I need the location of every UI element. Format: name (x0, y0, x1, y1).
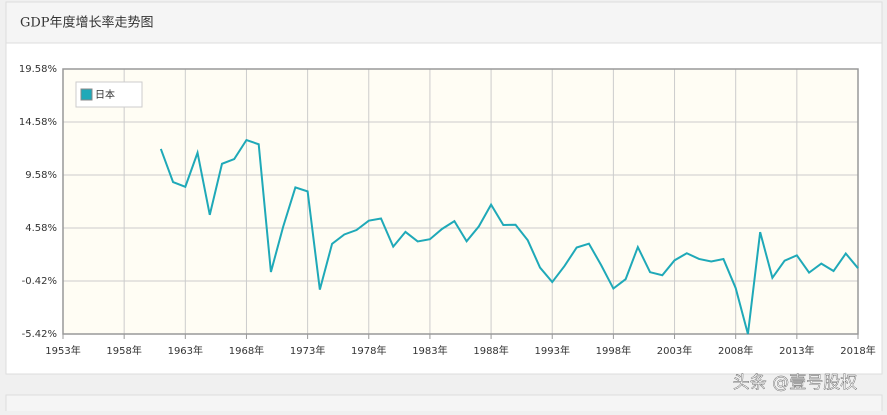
x-tick-label: 1978年 (351, 344, 386, 357)
x-tick-label: 1998年 (596, 344, 631, 357)
x-tick-label: 1958年 (106, 344, 141, 357)
y-tick-label: 14.58% (19, 117, 57, 128)
y-tick-label: 4.58% (25, 223, 57, 234)
x-tick-label: 1963年 (168, 344, 203, 357)
x-tick-label: 1968年 (229, 344, 264, 357)
next-panel (5, 394, 883, 415)
data-line (159, 138, 859, 335)
x-tick-label: 1983年 (412, 344, 447, 357)
x-tick-label: 2018年 (840, 344, 875, 357)
x-tick-label: 1973年 (290, 344, 325, 357)
legend-label: 日本 (95, 88, 115, 101)
y-tick-label: 19.58% (19, 64, 57, 75)
x-tick-label: 2008年 (718, 344, 753, 357)
watermark: 头条 @壹号股权 (733, 373, 857, 393)
y-tick-label: -5.42% (22, 329, 57, 340)
x-tick-label: 2013年 (779, 344, 814, 357)
plot-border (62, 68, 859, 335)
x-tick-label: 1953年 (45, 344, 80, 357)
legend-swatch (80, 88, 93, 101)
panel-title: GDP年度增长率走势图 (20, 15, 154, 31)
x-tick-label: 1993年 (535, 344, 570, 357)
x-tick-label: 2003年 (657, 344, 692, 357)
y-tick-label: -0.42% (22, 276, 57, 287)
y-tick-label: 9.58% (25, 170, 57, 181)
panel-header (5, 1, 883, 44)
x-tick-label: 1988年 (473, 344, 508, 357)
plot-area (63, 69, 858, 334)
